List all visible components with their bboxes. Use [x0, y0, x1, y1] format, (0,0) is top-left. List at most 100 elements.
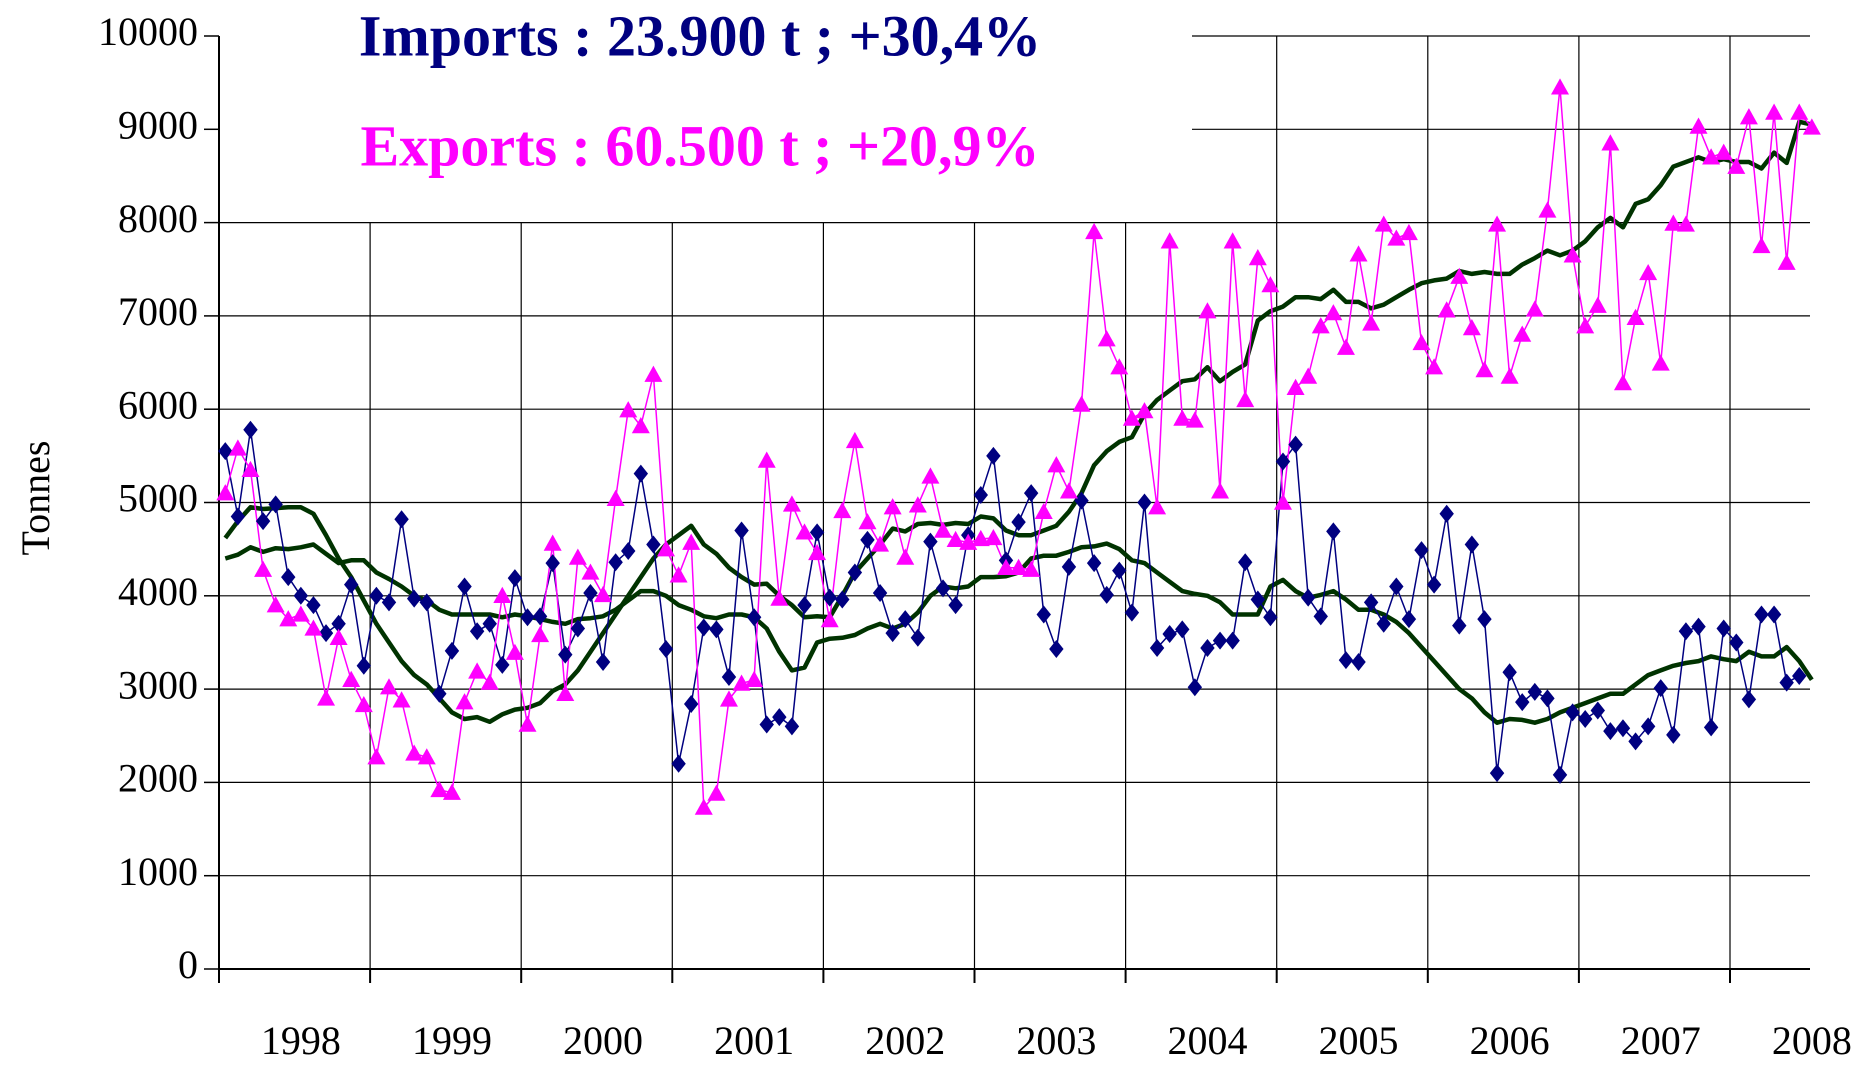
diamond-marker	[1515, 693, 1530, 712]
diamond-marker	[356, 656, 372, 675]
diamond-marker	[1187, 678, 1203, 697]
diamond-marker	[746, 608, 762, 627]
triangle-marker	[1135, 402, 1154, 419]
diamond-marker	[898, 610, 913, 629]
diamond-marker	[457, 577, 472, 596]
triangle-marker	[770, 589, 789, 606]
triangle-marker	[480, 673, 499, 690]
triangle-marker	[581, 563, 600, 580]
triangle-marker	[808, 543, 827, 561]
triangle-marker	[984, 528, 1003, 546]
diamond-marker	[1363, 593, 1379, 612]
triangle-marker	[556, 684, 575, 701]
triangle-marker	[1273, 493, 1292, 510]
x-tick-label: 2008	[1772, 1018, 1852, 1063]
diamond-marker	[872, 584, 888, 603]
diamond-marker	[734, 521, 749, 540]
triangle-marker	[1160, 232, 1179, 249]
diamond-marker	[469, 622, 485, 641]
triangle-marker	[342, 670, 361, 687]
diamond-marker	[1212, 631, 1228, 650]
triangle-marker	[1576, 317, 1595, 334]
diamond-marker	[973, 486, 988, 505]
diamond-marker	[784, 717, 800, 736]
triangle-marker	[1399, 223, 1418, 241]
diamond-marker	[935, 579, 951, 598]
triangle-marker	[1248, 249, 1267, 266]
triangle-marker	[795, 523, 814, 540]
diamond-marker	[822, 588, 837, 607]
diamond-marker	[1225, 631, 1240, 650]
diamond-marker	[1729, 633, 1744, 652]
diamond-marker	[1137, 493, 1152, 512]
triangle-marker	[379, 678, 398, 695]
triangle-marker	[1412, 333, 1431, 351]
triangle-marker	[1059, 482, 1078, 499]
diamond-marker	[520, 608, 535, 627]
diamond-marker	[658, 639, 674, 658]
diamond-marker	[444, 641, 460, 660]
triangle-marker	[1739, 108, 1758, 125]
diamond-marker	[570, 619, 586, 638]
diamond-marker	[381, 593, 397, 612]
triangle-marker	[493, 586, 512, 603]
triangle-marker	[1639, 263, 1658, 281]
triangle-marker	[1097, 330, 1116, 347]
triangle-marker	[1148, 498, 1167, 515]
triangle-marker	[1664, 214, 1683, 231]
triangle-marker	[531, 625, 550, 643]
diamond-marker	[558, 645, 573, 664]
diamond-marker	[1162, 625, 1177, 644]
triangle-marker	[1488, 215, 1507, 232]
triangle-marker	[782, 495, 801, 512]
diamond-marker	[1338, 651, 1354, 670]
x-tick-label: 2005	[1319, 1018, 1399, 1063]
triangle-marker	[1588, 296, 1607, 313]
diamond-marker	[1552, 765, 1568, 784]
diamond-marker	[1200, 639, 1215, 658]
triangle-marker	[291, 605, 310, 622]
triangle-marker	[279, 610, 298, 627]
diamond-marker	[1678, 622, 1694, 641]
diamond-marker	[1653, 679, 1668, 698]
diamond-marker	[1086, 554, 1102, 573]
triangle-marker	[1752, 236, 1771, 254]
y-tick-label: 9000	[118, 102, 198, 147]
diamond-marker	[230, 507, 246, 526]
triangle-marker	[1651, 354, 1670, 371]
diamond-marker	[1426, 575, 1442, 594]
diamond-marker	[696, 618, 711, 637]
triangle-marker	[1538, 201, 1557, 218]
diamond-marker	[331, 614, 346, 633]
triangle-marker	[682, 533, 701, 550]
diamond-marker	[1489, 764, 1505, 783]
triangle-marker	[228, 439, 247, 456]
diamond-marker	[797, 596, 812, 615]
diamond-marker	[1590, 701, 1605, 720]
triangle-marker	[417, 748, 436, 765]
diamond-marker	[1502, 663, 1517, 682]
y-tick-label: 5000	[118, 476, 198, 521]
triangle-marker	[1727, 157, 1746, 174]
diamond-marker	[495, 655, 510, 674]
triangle-marker	[606, 489, 625, 506]
triangle-marker	[908, 496, 927, 513]
diamond-marker	[1464, 535, 1480, 554]
diamond-marker	[1112, 561, 1127, 580]
diamond-marker	[394, 510, 409, 529]
triangle-marker	[1525, 300, 1544, 317]
diamond-marker	[621, 542, 636, 561]
triangle-marker	[669, 566, 688, 583]
diamond-marker	[268, 495, 283, 514]
diamond-marker	[1414, 541, 1429, 560]
diamond-marker	[532, 607, 548, 626]
y-axis-label: Tonnes	[13, 441, 58, 556]
triangle-marker	[657, 540, 676, 557]
triangle-marker	[1022, 560, 1041, 577]
diamond-marker	[218, 442, 233, 461]
diamond-marker	[369, 586, 384, 605]
triangle-marker	[820, 611, 839, 628]
diamond-marker	[1741, 690, 1757, 709]
diamond-marker	[772, 708, 787, 727]
x-tick-label: 2000	[563, 1018, 643, 1063]
